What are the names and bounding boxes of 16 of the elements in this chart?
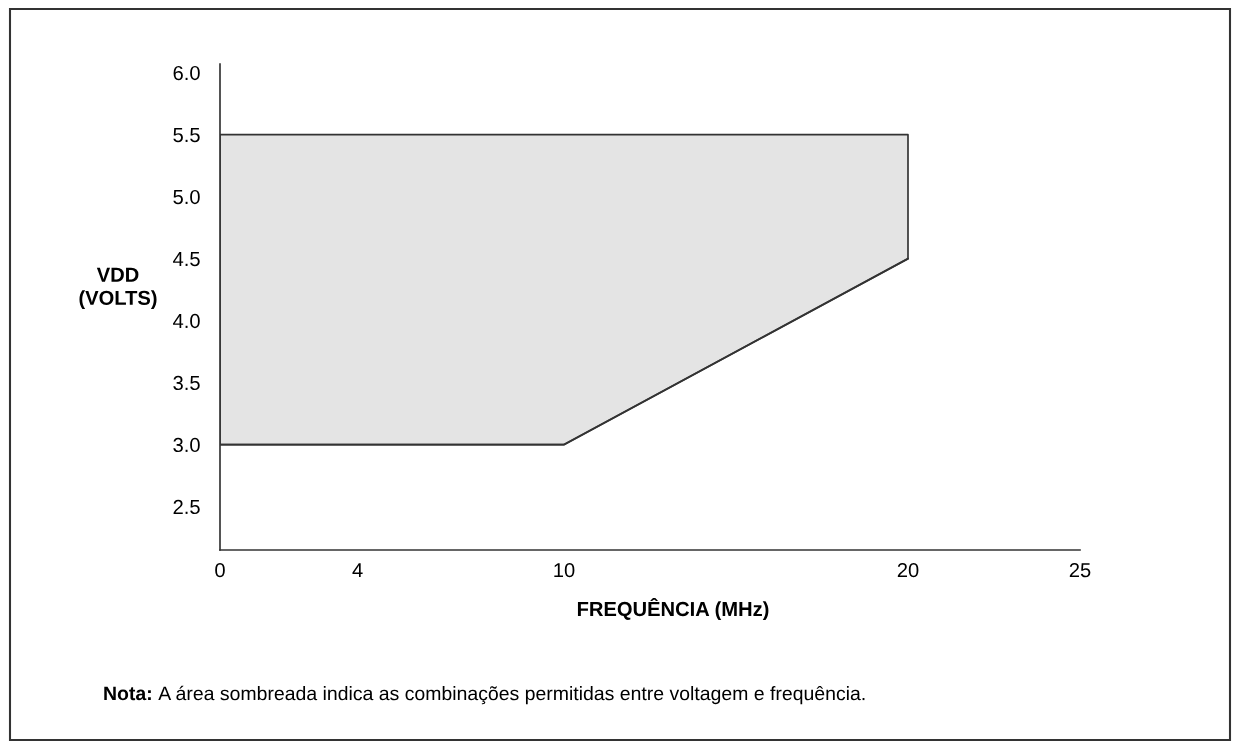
y-tick-label: 5.5 (173, 128, 200, 143)
x-tick-label: 4 (352, 563, 363, 578)
y-tick-label: 5.0 (173, 189, 200, 205)
x-axis-title: FREQUÊNCIA (MHz) (577, 597, 769, 621)
y-tick-label: 4.0 (173, 313, 200, 329)
x-tick-label: 20 (897, 563, 919, 578)
text: Nota: A área sombreada indica as combinações permitidas entre voltagem e frequência. (104, 685, 865, 705)
y-tick-label: 3.0 (173, 437, 200, 453)
x-tick-label: 0 (215, 563, 225, 578)
y-tick-label: 3.5 (173, 375, 200, 391)
x-tick-label: 25 (1069, 563, 1091, 578)
y-tick-label: 6.0 (173, 65, 200, 81)
y-tick-label: 4.5 (173, 252, 200, 267)
y-tick-label: 2.5 (173, 499, 200, 515)
x-tick-label: 10 (554, 563, 575, 578)
y-axis-title: VDD (VOLTS) (79, 267, 157, 309)
